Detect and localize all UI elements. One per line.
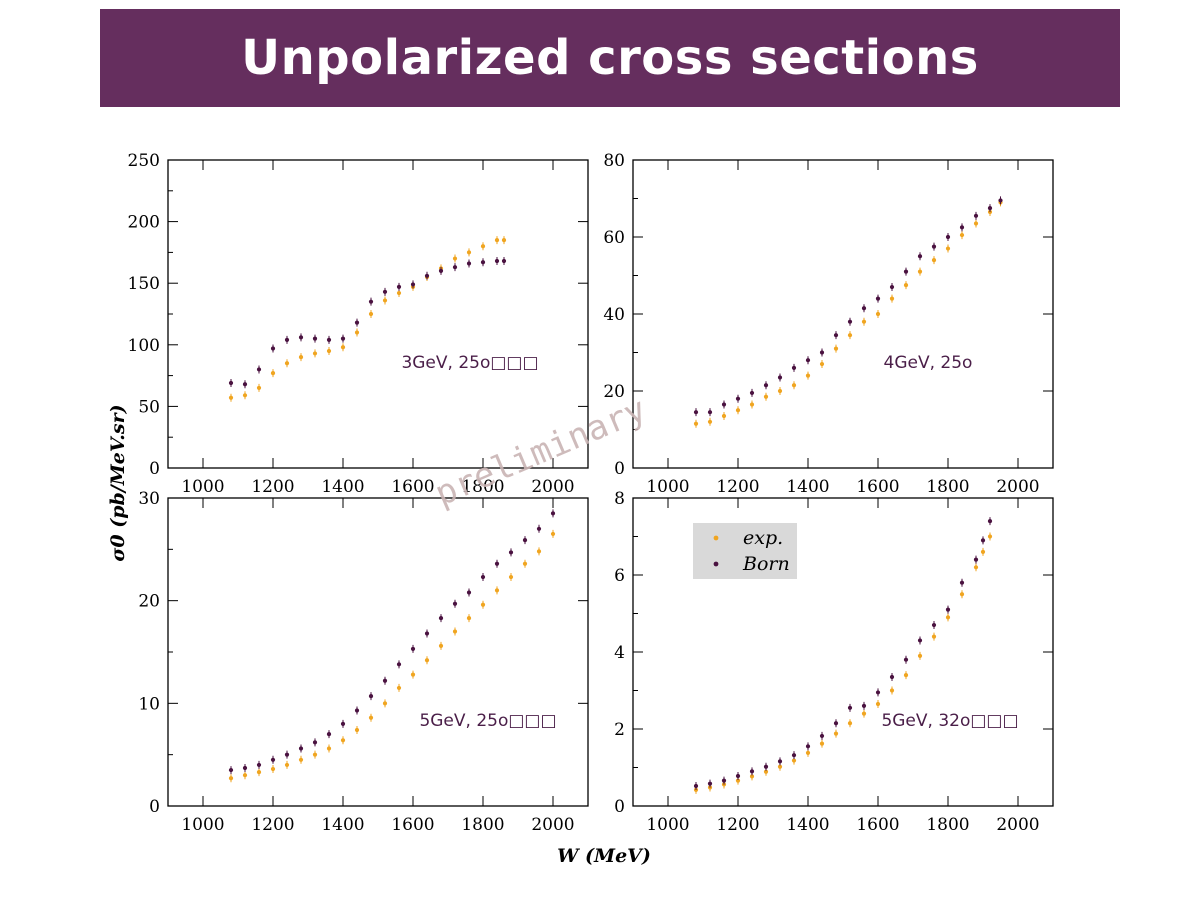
y-tick-label: 8 xyxy=(614,489,625,509)
chart-panel-4: 1000 1200 1400 1600 1800 2000 0 2 4 6 8 5GeV, 32o□□… xyxy=(614,489,1054,835)
y-tick-label: 250 xyxy=(128,151,160,171)
series-exp xyxy=(228,529,556,783)
y-tick-label: 0 xyxy=(149,459,160,479)
x-tick-label: 2000 xyxy=(531,477,574,497)
x-tick-label: 1400 xyxy=(786,477,829,497)
chart-panel-3: 1000 1200 1400 1600 1800 2000 0 10 20 30 5GeV, 25o… xyxy=(138,489,589,835)
x-tick-label: 1000 xyxy=(181,815,224,835)
x-tick-label: 1000 xyxy=(181,477,224,497)
x-tick-label: 1800 xyxy=(461,477,504,497)
y-tick-label: 100 xyxy=(128,336,160,356)
x-tick-label: 1200 xyxy=(251,477,294,497)
x-tick-label: 1600 xyxy=(856,477,899,497)
legend-marker xyxy=(713,535,719,541)
x-axis-title: W (MeV) xyxy=(557,845,651,867)
panel-label: 5GeV, 32o□□□ xyxy=(881,711,1018,731)
x-tick-label: 2000 xyxy=(996,815,1039,835)
series-exp xyxy=(693,198,1003,428)
x-tick-label: 1200 xyxy=(716,815,759,835)
y-tick-label: 10 xyxy=(138,694,160,714)
x-tick-label: 1800 xyxy=(926,815,969,835)
y-tick-label: 2 xyxy=(614,720,625,740)
y-tick-label: 20 xyxy=(138,592,160,612)
x-tick-label: 1200 xyxy=(716,477,759,497)
x-tick-label: 1400 xyxy=(321,477,364,497)
y-tick-label: 80 xyxy=(603,151,625,171)
y-tick-label: 0 xyxy=(149,797,160,817)
y-tick-label: 60 xyxy=(603,228,625,248)
legend-entry: Born xyxy=(742,553,790,575)
y-tick-label: 50 xyxy=(138,397,160,417)
x-tick-label: 1600 xyxy=(391,477,434,497)
panel-label: 5GeV, 25o□□□ xyxy=(419,711,556,731)
x-tick-label: 2000 xyxy=(531,815,574,835)
x-tick-label: 1400 xyxy=(786,815,829,835)
x-tick-label: 1400 xyxy=(321,815,364,835)
panel-label: 3GeV, 25o□□□ xyxy=(401,353,538,373)
x-tick-label: 1800 xyxy=(461,815,504,835)
series-born xyxy=(693,196,1003,417)
y-tick-label: 4 xyxy=(614,643,625,663)
series-born xyxy=(228,509,556,775)
legend-entry: exp. xyxy=(743,527,783,549)
x-tick-label: 1800 xyxy=(926,477,969,497)
y-tick-label: 20 xyxy=(603,382,625,402)
y-tick-label: 200 xyxy=(128,213,160,233)
plot-frame xyxy=(632,159,1054,469)
x-tick-label: 1000 xyxy=(646,815,689,835)
series-born xyxy=(693,517,993,790)
chart-panel-1: 1000 1200 1400 1600 1800 2000 0 50 100 150 200 250 3… xyxy=(128,151,589,497)
plot-frame xyxy=(167,159,589,469)
x-tick-label: 1000 xyxy=(646,477,689,497)
title-banner: Unpolarized cross sections xyxy=(100,9,1120,107)
y-tick-label: 0 xyxy=(614,459,625,479)
x-tick-label: 1200 xyxy=(251,815,294,835)
plot-frame xyxy=(167,497,589,807)
y-tick-label: 30 xyxy=(138,489,160,509)
y-tick-label: 40 xyxy=(603,305,625,325)
legend: exp. Born xyxy=(693,523,797,579)
x-tick-label: 2000 xyxy=(996,477,1039,497)
chart-panel-2: 1000 1200 1400 1600 1800 2000 0 20 40 60 80 4GeV, 2… xyxy=(603,151,1054,497)
y-tick-label: 6 xyxy=(614,566,625,586)
x-tick-label: 1600 xyxy=(856,815,899,835)
panel-label: 4GeV, 25o xyxy=(884,353,973,373)
legend-box xyxy=(693,523,797,579)
slide-title: Unpolarized cross sections xyxy=(241,30,979,86)
series-born xyxy=(228,257,507,389)
y-tick-label: 0 xyxy=(614,797,625,817)
x-tick-label: 1600 xyxy=(391,815,434,835)
y-axis-title: σ0 (pb/MeV.sr) xyxy=(107,404,129,561)
y-tick-label: 150 xyxy=(128,274,160,294)
legend-marker xyxy=(713,561,719,567)
